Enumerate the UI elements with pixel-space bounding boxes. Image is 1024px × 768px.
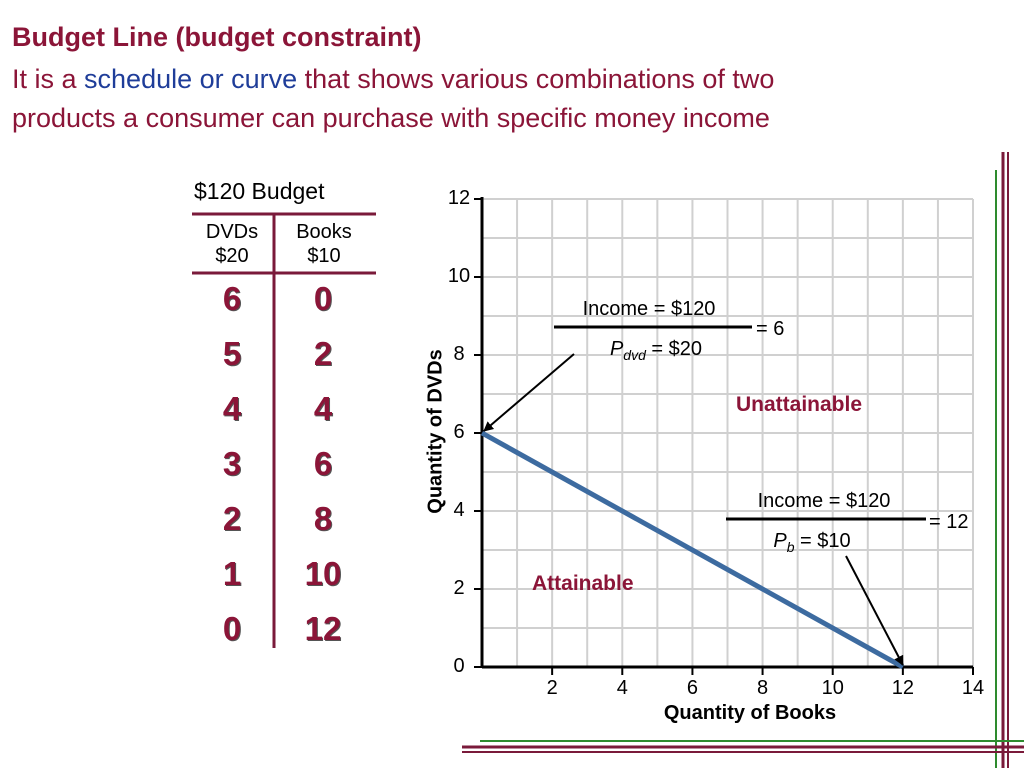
book-price-symbol: P <box>773 530 787 552</box>
x-tick-label: 10 <box>821 677 844 699</box>
x-tick-label: 4 <box>616 677 628 699</box>
dvd-result: = 6 <box>756 318 785 340</box>
dvd-income-label: Income = $120 <box>582 298 716 320</box>
y-tick-label: 0 <box>453 655 465 677</box>
dvds-cell: 2 <box>222 500 242 537</box>
books-cell: 0 <box>313 280 333 317</box>
col-dvds-price: $20 <box>215 245 249 267</box>
dvd-price-label: Pdvd = $20 <box>576 338 736 363</box>
x-tick-label: 2 <box>546 677 558 699</box>
dvd-price-symbol: P <box>609 338 624 360</box>
book-price-label: Pb = $10 <box>752 530 872 555</box>
book-price-value: = $10 <box>794 530 851 552</box>
book-income-label: Income = $120 <box>757 490 891 512</box>
subtitle-pre: It is a <box>12 64 85 94</box>
budget-line <box>480 430 905 670</box>
col-dvds-name: DVDs <box>205 221 259 243</box>
books-cell: 12 <box>304 610 342 647</box>
books-cell: 4 <box>313 390 333 427</box>
y-axis-label: Quantity of DVDs <box>424 349 447 514</box>
dvd-intercept-arrow <box>483 353 575 432</box>
slide-title: Budget Line (budget constraint) <box>12 22 422 52</box>
y-tick-label: 6 <box>453 421 465 443</box>
y-tick-label: 10 <box>447 265 471 287</box>
books-cell: 2 <box>313 335 333 372</box>
y-tick-label: 8 <box>453 343 465 365</box>
books-cell: 6 <box>313 445 333 482</box>
subtitle-line-2: products a consumer can purchase with sp… <box>12 103 770 133</box>
table-title: $120 Budget <box>194 178 325 204</box>
y-tick-label: 2 <box>453 577 465 599</box>
col-header-books: Books $10 <box>282 220 366 268</box>
books-cell: 10 <box>304 555 342 592</box>
subtitle-highlight: schedule or curve <box>84 64 298 94</box>
x-tick-label: 14 <box>961 677 985 699</box>
x-tick-label: 12 <box>891 677 914 699</box>
unattainable-label: Unattainable <box>736 393 863 416</box>
book-result: = 12 <box>929 511 969 533</box>
x-tick-label: 6 <box>686 677 698 699</box>
subtitle-line-1: It is a schedule or curve that shows var… <box>12 64 774 95</box>
x-tick-label: 8 <box>757 677 769 699</box>
y-tick-label: 4 <box>453 499 465 521</box>
x-axis-label: Quantity of Books <box>663 702 837 724</box>
attainable-label: Attainable <box>532 572 634 595</box>
col-header-dvds: DVDs $20 <box>196 220 268 268</box>
dvd-price-subscript: dvd <box>623 347 646 363</box>
dvds-cell: 1 <box>222 555 242 592</box>
dvds-cell: 3 <box>222 445 242 482</box>
book-intercept-arrow <box>845 555 904 666</box>
y-tick-label: 12 <box>447 187 471 209</box>
dvd-price-value: = $20 <box>645 338 703 360</box>
dvds-cell: 4 <box>222 390 242 427</box>
dvds-cell: 5 <box>222 335 242 372</box>
dvds-cell: 0 <box>222 610 242 647</box>
dvds-cell: 6 <box>222 280 242 317</box>
col-books-name: Books <box>296 221 352 243</box>
books-cell: 8 <box>313 500 333 537</box>
col-books-price: $10 <box>307 245 341 267</box>
subtitle-post: that shows various combinations of two <box>297 64 775 94</box>
book-price-subscript: b <box>786 539 795 555</box>
